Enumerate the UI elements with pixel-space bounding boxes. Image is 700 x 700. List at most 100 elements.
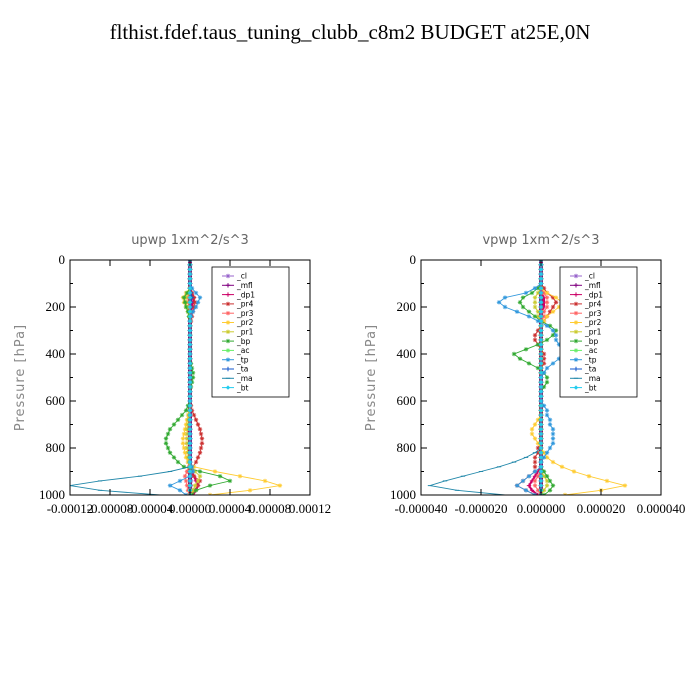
series-point-bt (187, 351, 193, 357)
chart-2-ylabel: Pressure [hPa] (364, 324, 379, 431)
series-point-tp (193, 304, 199, 310)
series-point-pr1 (535, 290, 541, 296)
series-point-bt (187, 380, 193, 385)
series-point-bp (183, 304, 189, 310)
series-point-bt (538, 347, 544, 352)
series-point-pr2 (180, 436, 186, 441)
series-point-bp (523, 347, 529, 352)
page-title: flthist.fdef.taus_tuning_clubb_c8m2 BUDG… (109, 20, 591, 44)
series-point-tp (544, 365, 550, 371)
legend-entry-pr4: _pr4 (584, 300, 602, 309)
y-tick-label: 600 (46, 393, 66, 408)
series-point-bt (538, 318, 544, 324)
series-point-pr2 (544, 455, 550, 460)
legend-marker (573, 348, 579, 353)
series-point-bp (163, 436, 169, 441)
series-point-bt (538, 441, 544, 446)
x-tick-label: -0.00004 (127, 501, 174, 516)
series-point-bt (538, 469, 544, 474)
series-point-pr4 (550, 295, 556, 300)
series-point-pr4 (195, 422, 201, 427)
x-tick-label: 0.00000 (169, 501, 211, 516)
series-point-tp (496, 300, 502, 305)
series-point-bt (538, 394, 544, 399)
series-point-bp (535, 342, 541, 347)
series-point-bp (171, 422, 177, 427)
series-point-tp (177, 478, 183, 484)
series-point-pr3 (532, 483, 538, 488)
series-point-bt (187, 384, 193, 390)
legend-entry-tp: _tp (236, 355, 249, 364)
series-point-bt (538, 267, 544, 272)
series-point-bt (187, 281, 193, 286)
legend-marker (573, 357, 579, 362)
series-point-pr1 (197, 474, 203, 479)
series-point-pr4 (195, 455, 201, 460)
series-point-dp1 (529, 488, 535, 493)
series-point-bp (550, 483, 556, 488)
series-point-tp (514, 309, 520, 314)
series-point-bt (538, 286, 544, 291)
series-point-bt (538, 365, 544, 371)
series-point-bp (532, 314, 538, 319)
series-point-pr4 (550, 304, 556, 310)
series-point-bt (538, 300, 544, 305)
legend-entry-dp1: _dp1 (236, 290, 255, 299)
series-point-tp (167, 483, 173, 488)
series-point-bp (190, 375, 196, 380)
series-point-bt (538, 417, 544, 422)
legend-marker (225, 348, 231, 353)
series-point-bp (544, 474, 550, 479)
series-point-pr4 (541, 351, 547, 357)
legend-marker (573, 329, 579, 334)
series-point-bt (538, 290, 544, 296)
series-point-pr2 (541, 450, 547, 455)
legend-marker (225, 292, 231, 297)
x-tick-label: 0.00008 (249, 501, 291, 516)
chart-1-ylabel: Pressure [hPa] (13, 324, 28, 431)
series-point-pr2 (535, 441, 541, 446)
series-point-dp1 (535, 492, 541, 495)
series-point-pr2 (535, 417, 541, 422)
y-tick-label: 800 (46, 440, 66, 455)
series-point-pr2 (556, 304, 562, 310)
series-point-tp (526, 474, 532, 479)
series-point-bt (538, 474, 544, 479)
series-point-bp (544, 375, 550, 380)
series-point-bp (193, 488, 199, 493)
legend-marker (573, 273, 579, 279)
y-tick-label: 200 (397, 299, 417, 314)
legend-marker (573, 283, 579, 288)
series-point-pr4 (547, 309, 553, 314)
series-point-pr2 (544, 314, 550, 319)
series-point-tp (550, 436, 556, 441)
series-point-bt (538, 483, 544, 488)
series-point-bp (526, 309, 532, 314)
series-point-bp (517, 300, 523, 305)
series-point-pr4 (535, 450, 541, 455)
y-tick-label: 200 (46, 299, 66, 314)
series-point-tp (541, 403, 547, 408)
series-point-bt (187, 455, 193, 460)
series-point-bt (187, 267, 193, 272)
series-point-pr3 (541, 314, 547, 319)
series-point-pr2 (529, 427, 535, 432)
legend-entry-ac: _ac (584, 346, 597, 355)
legend-marker (573, 311, 579, 316)
series-point-bp (547, 488, 553, 493)
series-point-bt (187, 342, 193, 347)
series-point-tp (550, 361, 556, 366)
series-point-pr3 (182, 474, 188, 479)
series-point-pr1 (544, 483, 550, 488)
x-tick-label: -0.00008 (87, 501, 134, 516)
series-point-pr2 (586, 474, 592, 479)
series-point-pr4 (535, 445, 541, 451)
series-point-pr4 (193, 459, 199, 465)
legend-entry-mfl: _mfl (584, 281, 601, 290)
series-point-bp (553, 328, 559, 333)
y-tick-label: 600 (397, 393, 417, 408)
series-point-tp (547, 445, 553, 451)
y-tick-label: 400 (46, 346, 66, 361)
series-point-bt (187, 323, 193, 328)
series-point-bp (517, 356, 523, 361)
